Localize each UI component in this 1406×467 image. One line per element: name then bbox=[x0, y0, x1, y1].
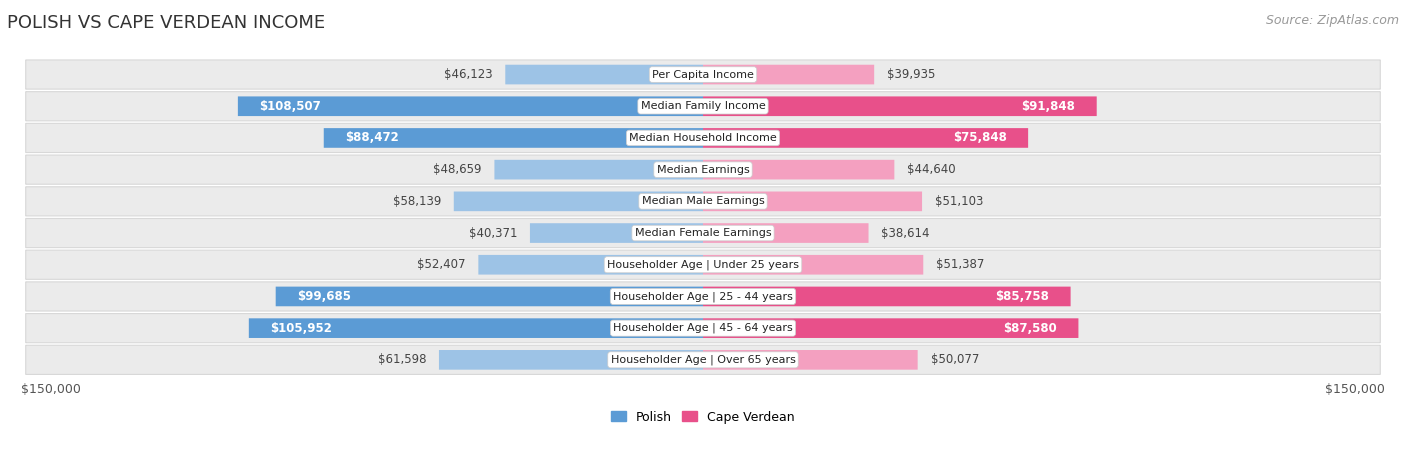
Text: $88,472: $88,472 bbox=[346, 131, 399, 144]
FancyBboxPatch shape bbox=[25, 345, 1381, 375]
Text: POLISH VS CAPE VERDEAN INCOME: POLISH VS CAPE VERDEAN INCOME bbox=[7, 14, 325, 32]
Text: $52,407: $52,407 bbox=[418, 258, 465, 271]
FancyBboxPatch shape bbox=[25, 92, 1381, 121]
FancyBboxPatch shape bbox=[495, 160, 703, 179]
FancyBboxPatch shape bbox=[249, 318, 703, 338]
FancyBboxPatch shape bbox=[703, 160, 894, 179]
Text: Householder Age | Under 25 years: Householder Age | Under 25 years bbox=[607, 260, 799, 270]
FancyBboxPatch shape bbox=[703, 318, 1078, 338]
Text: $150,000: $150,000 bbox=[1324, 382, 1385, 396]
Text: Median Household Income: Median Household Income bbox=[628, 133, 778, 143]
Text: $46,123: $46,123 bbox=[444, 68, 492, 81]
FancyBboxPatch shape bbox=[530, 223, 703, 243]
Text: $51,103: $51,103 bbox=[935, 195, 983, 208]
FancyBboxPatch shape bbox=[25, 60, 1381, 89]
FancyBboxPatch shape bbox=[478, 255, 703, 275]
Text: $38,614: $38,614 bbox=[882, 226, 929, 240]
Text: $87,580: $87,580 bbox=[1004, 322, 1057, 335]
Text: $40,371: $40,371 bbox=[468, 226, 517, 240]
FancyBboxPatch shape bbox=[25, 282, 1381, 311]
FancyBboxPatch shape bbox=[25, 313, 1381, 343]
FancyBboxPatch shape bbox=[703, 191, 922, 211]
FancyBboxPatch shape bbox=[454, 191, 703, 211]
FancyBboxPatch shape bbox=[703, 128, 1028, 148]
Text: $58,139: $58,139 bbox=[392, 195, 441, 208]
FancyBboxPatch shape bbox=[703, 223, 869, 243]
Text: $50,077: $50,077 bbox=[931, 354, 979, 366]
FancyBboxPatch shape bbox=[505, 65, 703, 85]
Text: Median Female Earnings: Median Female Earnings bbox=[634, 228, 772, 238]
FancyBboxPatch shape bbox=[439, 350, 703, 370]
Text: Median Earnings: Median Earnings bbox=[657, 165, 749, 175]
Text: $39,935: $39,935 bbox=[887, 68, 935, 81]
Text: $150,000: $150,000 bbox=[21, 382, 82, 396]
Text: Source: ZipAtlas.com: Source: ZipAtlas.com bbox=[1265, 14, 1399, 27]
FancyBboxPatch shape bbox=[25, 219, 1381, 248]
Text: Median Male Earnings: Median Male Earnings bbox=[641, 196, 765, 206]
FancyBboxPatch shape bbox=[238, 96, 703, 116]
Text: $99,685: $99,685 bbox=[297, 290, 352, 303]
FancyBboxPatch shape bbox=[703, 96, 1097, 116]
Text: $48,659: $48,659 bbox=[433, 163, 482, 176]
FancyBboxPatch shape bbox=[25, 250, 1381, 279]
FancyBboxPatch shape bbox=[703, 287, 1070, 306]
Text: $61,598: $61,598 bbox=[378, 354, 426, 366]
FancyBboxPatch shape bbox=[323, 128, 703, 148]
Text: $108,507: $108,507 bbox=[259, 100, 321, 113]
FancyBboxPatch shape bbox=[25, 155, 1381, 184]
Legend: Polish, Cape Verdean: Polish, Cape Verdean bbox=[606, 405, 800, 429]
Text: $91,848: $91,848 bbox=[1021, 100, 1076, 113]
FancyBboxPatch shape bbox=[703, 255, 924, 275]
FancyBboxPatch shape bbox=[25, 123, 1381, 153]
Text: $44,640: $44,640 bbox=[907, 163, 956, 176]
FancyBboxPatch shape bbox=[25, 187, 1381, 216]
Text: $85,758: $85,758 bbox=[995, 290, 1049, 303]
Text: $51,387: $51,387 bbox=[936, 258, 984, 271]
Text: Per Capita Income: Per Capita Income bbox=[652, 70, 754, 79]
FancyBboxPatch shape bbox=[276, 287, 703, 306]
Text: Householder Age | 25 - 44 years: Householder Age | 25 - 44 years bbox=[613, 291, 793, 302]
FancyBboxPatch shape bbox=[703, 65, 875, 85]
Text: Householder Age | 45 - 64 years: Householder Age | 45 - 64 years bbox=[613, 323, 793, 333]
FancyBboxPatch shape bbox=[703, 350, 918, 370]
Text: Median Family Income: Median Family Income bbox=[641, 101, 765, 111]
Text: $105,952: $105,952 bbox=[270, 322, 332, 335]
Text: Householder Age | Over 65 years: Householder Age | Over 65 years bbox=[610, 354, 796, 365]
Text: $75,848: $75,848 bbox=[953, 131, 1007, 144]
